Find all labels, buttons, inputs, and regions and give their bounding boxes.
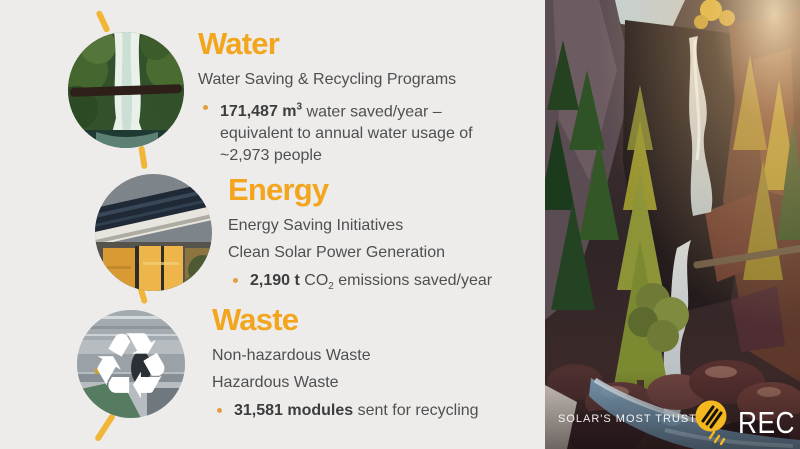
co2-label: CO (299, 272, 329, 289)
cubic-meter-superscript: 3 (296, 102, 303, 113)
water-metric-text: water saved/year – (302, 103, 442, 121)
waste-bullet: 31,581 modules sent for recycling (212, 400, 479, 422)
rec-wordmark: REC (738, 405, 795, 440)
water-metric: 171,487 m3 water saved/year – equivalent … (220, 97, 473, 167)
energy-section: Energy Energy Saving Initiatives Clean S… (228, 172, 492, 298)
waste-section: Waste Non-hazardous Waste Hazardous Wast… (212, 302, 479, 422)
rec-sun-logo-icon (695, 400, 727, 446)
solar-panel-house-photo (95, 174, 212, 291)
water-title: Water (198, 26, 280, 61)
water-subtitle: Water Saving & Recycling Programs (198, 71, 457, 88)
waste-metric: 31,581 modules sent for recycling (234, 400, 479, 422)
bullet-dot (217, 408, 222, 413)
bullet-dot (233, 278, 238, 283)
water-bullet: 171,487 m3 water saved/year – equivalent … (198, 97, 473, 167)
energy-line1: Energy Saving Initiatives (228, 217, 404, 234)
waste-title: Waste (212, 302, 299, 337)
energy-metric-text: emissions saved/year (333, 272, 493, 289)
energy-bullet: 2,190 t CO2 emissions saved/year (228, 270, 492, 298)
svg-text:♻: ♻ (90, 313, 172, 418)
co2-subscript: 2 (328, 281, 334, 293)
energy-metric: 2,190 t CO2 emissions saved/year (250, 270, 492, 298)
co2-saved-value: 2,190 t (250, 272, 300, 289)
waste-line1: Non-hazardous Waste (212, 347, 371, 364)
water-metric-line3: ~2,973 people (220, 147, 322, 165)
recycling-factory-photo: ♻ (77, 310, 185, 418)
waste-metric-text: sent for recycling (353, 402, 479, 419)
energy-title: Energy (228, 172, 329, 207)
water-section: Water Water Saving & Recycling Programs … (198, 26, 473, 167)
mountain-waterfall-canyon-photo (545, 0, 800, 449)
rec-logo: REC (694, 400, 800, 446)
brand-tagline: SOLAR'S MOST TRUSTED (558, 413, 715, 425)
waterfall-forest-photo (68, 32, 184, 148)
water-metric-line2: equivalent to annual water usage of (220, 125, 473, 143)
waste-line2: Hazardous Waste (212, 374, 339, 391)
modules-recycled-value: 31,581 modules (234, 402, 354, 419)
energy-line2: Clean Solar Power Generation (228, 244, 446, 261)
water-saved-value: 171,487 m (220, 103, 297, 121)
bullet-dot (203, 105, 208, 110)
